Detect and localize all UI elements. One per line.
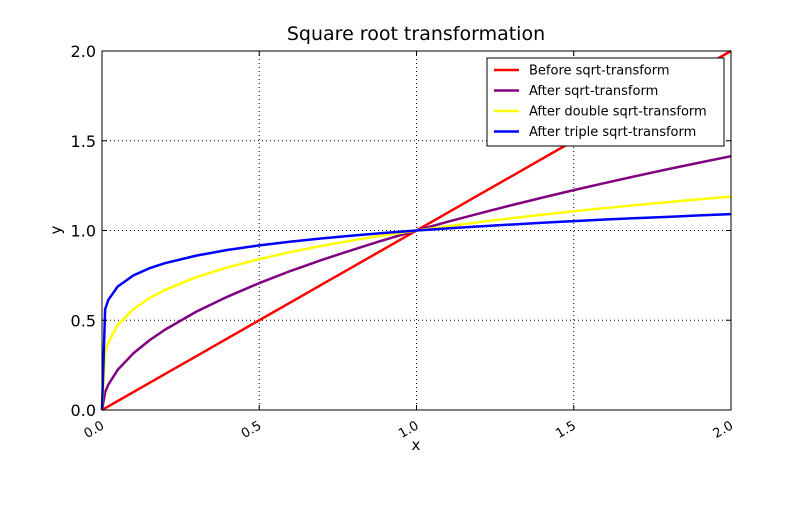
- y-tick-label: 0.0: [71, 401, 96, 420]
- legend-label-3: After double sqrt-transform: [529, 105, 707, 120]
- legend: Before sqrt-transform After sqrt-transfor…: [486, 57, 725, 147]
- axis-ticks: 0.0 0.5 1.0 1.5 2.00.00.51.01.52.0: [71, 42, 736, 442]
- y-tick-label: 0.5: [71, 311, 96, 330]
- legend-label-2: After sqrt-transform: [529, 84, 658, 99]
- series-line-4: [100, 212, 732, 411]
- y-axis-label: y: [47, 225, 65, 234]
- legend-label-4: After triple sqrt-transform: [529, 125, 696, 140]
- y-tick-label: 1.0: [71, 222, 96, 241]
- x-axis-label: x: [412, 436, 421, 454]
- series-line-3: [100, 195, 732, 411]
- chart-title: Square root transformation: [287, 23, 545, 45]
- series-line-2: [100, 154, 732, 411]
- y-tick-label: 2.0: [71, 42, 96, 61]
- legend-box: [486, 57, 725, 147]
- y-tick-label: 1.5: [71, 132, 96, 151]
- legend-label-1: Before sqrt-transform: [529, 64, 670, 79]
